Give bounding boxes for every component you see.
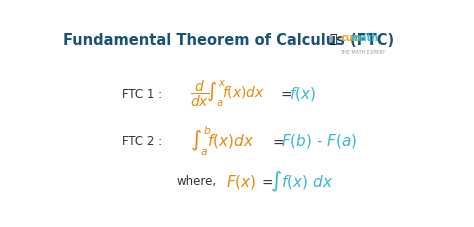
Text: FTC 2 :: FTC 2 : <box>122 134 162 147</box>
Text: $=$: $=$ <box>271 134 285 148</box>
Text: cue: cue <box>340 32 360 42</box>
Text: Fundamental Theorem of Calculus (FTC): Fundamental Theorem of Calculus (FTC) <box>63 32 394 47</box>
Text: $=$: $=$ <box>259 174 274 188</box>
Text: $\dfrac{d}{dx}\!\int_a^x\! f(x)dx$: $\dfrac{d}{dx}\!\int_a^x\! f(x)dx$ <box>190 78 265 109</box>
Text: THE MATH EXPERT: THE MATH EXPERT <box>340 50 386 55</box>
Text: math: math <box>351 32 379 42</box>
Text: $=$: $=$ <box>278 87 292 101</box>
Text: 🚀: 🚀 <box>329 32 337 45</box>
Text: $\int_a^b\! f(x)dx$: $\int_a^b\! f(x)dx$ <box>190 124 254 158</box>
Text: FTC 1 :: FTC 1 : <box>122 87 162 100</box>
Text: $f(x)$: $f(x)$ <box>289 85 316 103</box>
Text: $F(b)\ \text{-}\ F(a)$: $F(b)\ \text{-}\ F(a)$ <box>282 132 358 150</box>
Text: $F(x)$: $F(x)$ <box>227 172 257 190</box>
Text: $\int f(x)\ dx$: $\int f(x)\ dx$ <box>271 169 334 193</box>
Text: where,: where, <box>177 175 217 188</box>
